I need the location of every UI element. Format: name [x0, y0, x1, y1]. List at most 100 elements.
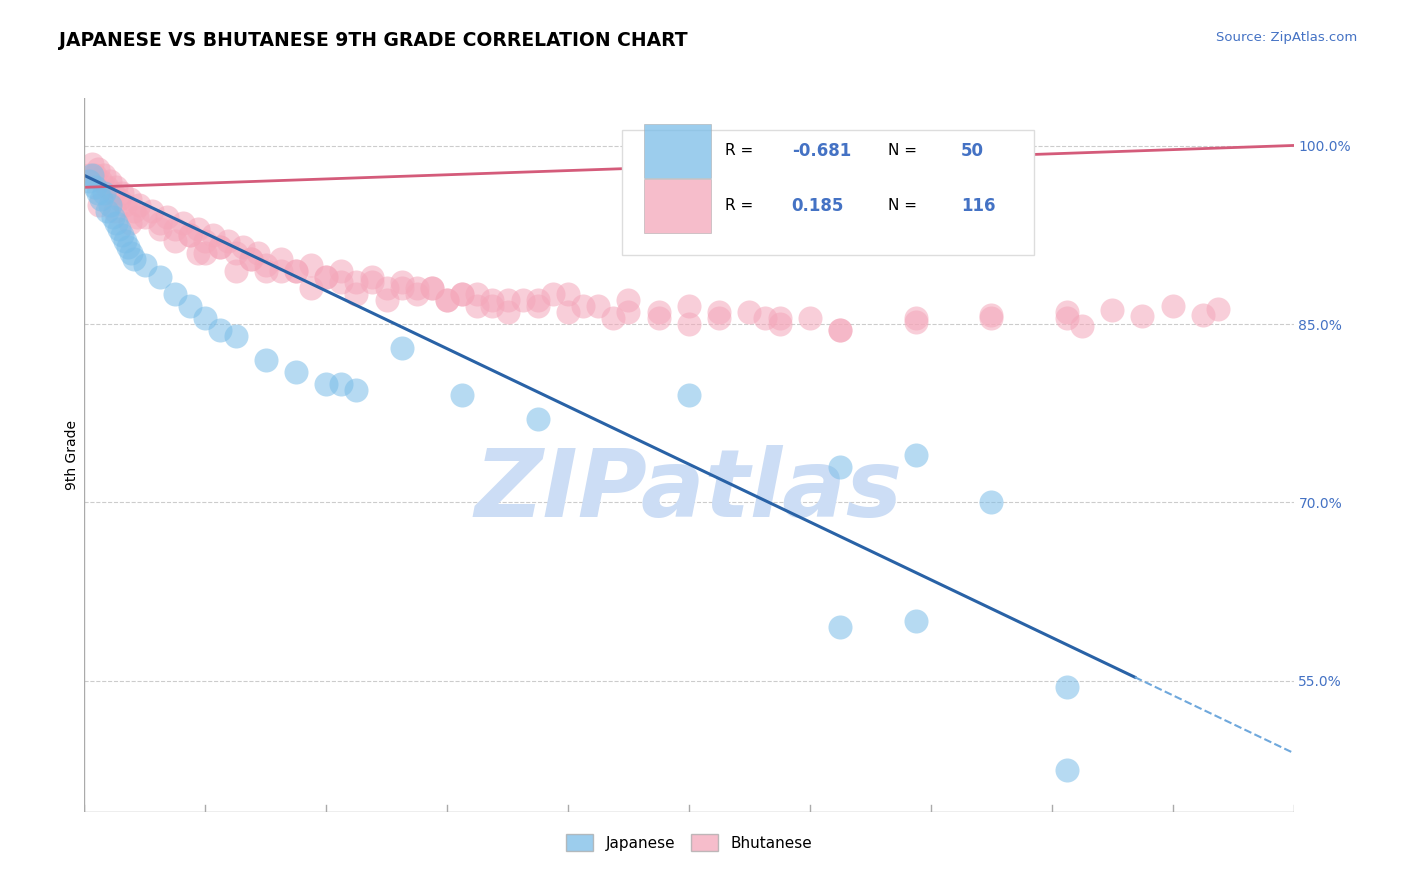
Point — [391, 281, 413, 295]
Point — [375, 293, 398, 308]
Point — [830, 323, 852, 337]
Point — [299, 281, 322, 295]
Point — [904, 615, 927, 629]
Point — [830, 459, 852, 474]
Text: Source: ZipAtlas.com: Source: ZipAtlas.com — [1216, 31, 1357, 45]
Point — [209, 323, 232, 337]
Point — [254, 263, 277, 277]
Text: R =: R = — [725, 198, 758, 213]
Point — [648, 305, 671, 319]
Point — [406, 287, 429, 301]
Point — [117, 240, 139, 254]
Point — [128, 198, 150, 212]
Point — [80, 156, 103, 170]
Point — [134, 258, 156, 272]
Point — [141, 204, 163, 219]
Point — [156, 210, 179, 224]
Point — [120, 245, 142, 260]
Point — [93, 186, 115, 201]
Point — [108, 192, 131, 206]
Point — [375, 281, 398, 295]
Point — [451, 388, 474, 402]
Point — [527, 293, 550, 308]
Legend: Japanese, Bhutanese: Japanese, Bhutanese — [560, 828, 818, 857]
FancyBboxPatch shape — [644, 124, 710, 178]
Point — [247, 245, 270, 260]
Point — [105, 216, 128, 230]
Point — [360, 269, 382, 284]
Point — [617, 293, 640, 308]
Point — [84, 169, 107, 183]
Point — [467, 299, 489, 313]
Point — [1192, 308, 1215, 322]
Point — [101, 210, 124, 224]
Point — [678, 317, 700, 331]
Point — [96, 180, 118, 194]
Point — [108, 222, 131, 236]
Point — [346, 276, 368, 290]
Point — [330, 263, 353, 277]
FancyBboxPatch shape — [623, 130, 1033, 255]
Point — [330, 376, 353, 391]
Point — [239, 252, 262, 266]
Point — [105, 180, 128, 194]
Point — [209, 240, 232, 254]
Point — [89, 198, 111, 212]
Point — [391, 276, 413, 290]
Point — [980, 311, 1002, 326]
Point — [315, 269, 337, 284]
Point — [80, 169, 103, 183]
Point — [420, 281, 443, 295]
Point — [391, 341, 413, 355]
Point — [225, 245, 247, 260]
Point — [179, 227, 201, 242]
Point — [127, 210, 149, 224]
Text: R =: R = — [725, 144, 758, 159]
Point — [122, 252, 145, 266]
Text: 0.185: 0.185 — [792, 197, 844, 215]
Point — [90, 174, 112, 188]
Point — [1206, 301, 1229, 316]
Text: 116: 116 — [962, 197, 995, 215]
Point — [709, 311, 731, 326]
Point — [90, 192, 112, 206]
Point — [315, 376, 337, 391]
Point — [1056, 763, 1078, 777]
Point — [285, 365, 308, 379]
Point — [239, 252, 262, 266]
Point — [436, 293, 458, 308]
Point — [1056, 680, 1078, 694]
Point — [77, 169, 100, 183]
Text: JAPANESE VS BHUTANESE 9TH GRADE CORRELATION CHART: JAPANESE VS BHUTANESE 9TH GRADE CORRELAT… — [59, 31, 688, 50]
Point — [149, 222, 172, 236]
Point — [754, 311, 776, 326]
Point — [769, 311, 792, 326]
Text: -0.681: -0.681 — [792, 142, 851, 160]
Point — [1101, 302, 1123, 317]
Point — [194, 234, 217, 248]
Point — [980, 495, 1002, 509]
Point — [588, 299, 610, 313]
Point — [648, 311, 671, 326]
Point — [101, 186, 124, 201]
Point — [172, 216, 194, 230]
Point — [217, 234, 239, 248]
Point — [467, 287, 489, 301]
Point — [1056, 305, 1078, 319]
Point — [118, 192, 141, 206]
Point — [496, 293, 519, 308]
Point — [93, 169, 115, 183]
Point — [149, 269, 172, 284]
Point — [111, 186, 134, 201]
Point — [149, 216, 172, 230]
Point — [87, 186, 110, 201]
Point — [194, 311, 217, 326]
Point — [830, 620, 852, 634]
Point — [87, 162, 110, 177]
Point — [527, 412, 550, 426]
Point — [541, 287, 564, 301]
Point — [799, 311, 821, 326]
Point — [709, 305, 731, 319]
Point — [77, 174, 100, 188]
Point — [904, 448, 927, 462]
